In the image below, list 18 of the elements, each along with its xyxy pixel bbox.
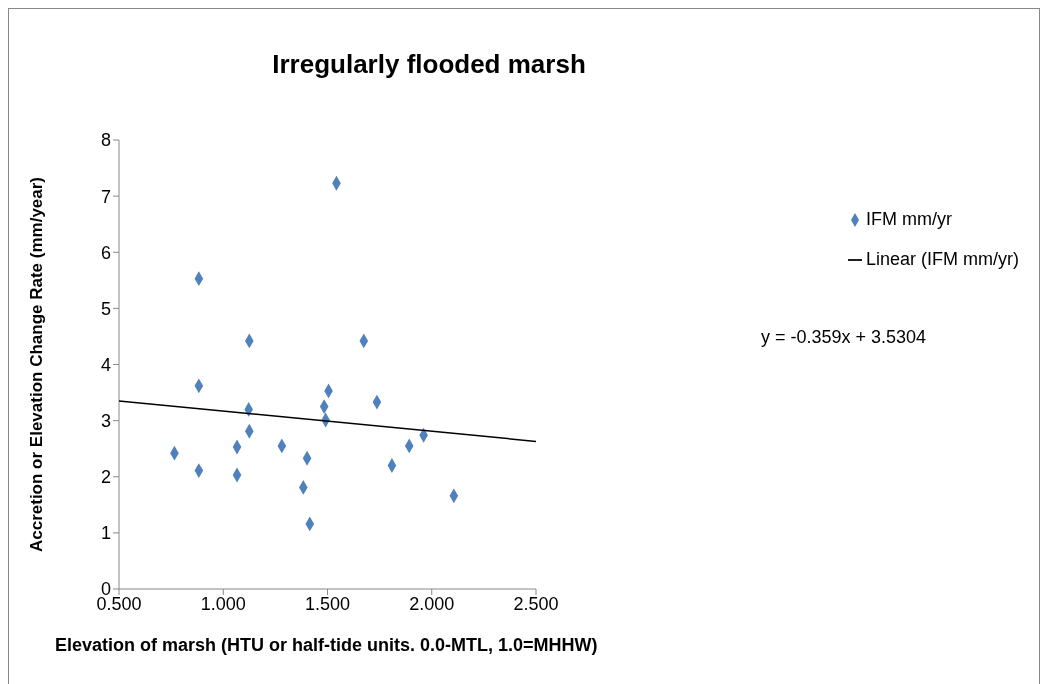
legend-label: Linear (IFM mm/yr) <box>866 249 1019 269</box>
y-axis-title: Accretion or Elevation Change Rate (mm/year) <box>27 176 47 553</box>
y-tick-label: 5 <box>100 298 111 319</box>
text: y = -0.359x + 3.5304 <box>761 327 927 348</box>
y-tick-label: 6 <box>100 242 111 263</box>
y-tick-label: 8 <box>100 130 111 151</box>
y-tick-label: 4 <box>100 354 111 375</box>
y-tick-label: 7 <box>100 186 111 207</box>
y-tick-label: 3 <box>100 411 111 432</box>
chart-title: Irregularly flooded marsh <box>271 49 587 80</box>
x-tick-label: 2.500 <box>513 593 559 614</box>
x-tick-label: 1.000 <box>200 593 246 614</box>
legend-label: IFM mm/yr <box>866 209 952 229</box>
x-tick-label: 2.000 <box>409 593 455 614</box>
x-axis-title: Elevation of marsh (HTU or half-tide units. 0.0-MTL, 1.0=MHHW) <box>55 635 598 655</box>
y-tick-label: 2 <box>100 467 111 488</box>
x-tick-label: 1.500 <box>304 593 351 614</box>
y-tick-label: 1 <box>100 523 111 544</box>
